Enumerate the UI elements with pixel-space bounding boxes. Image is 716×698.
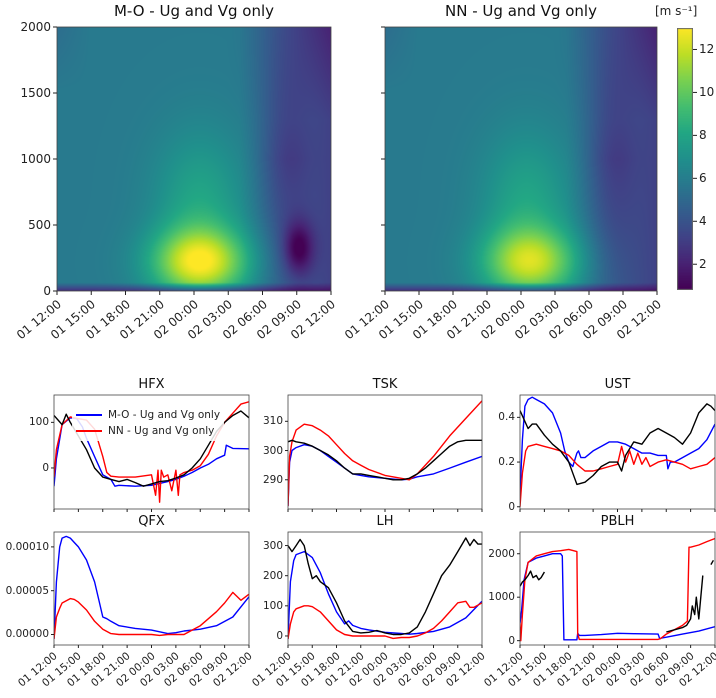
legend-swatch-blue: [76, 414, 102, 416]
legend-label-mo: M-O - Ug and Vg only: [108, 409, 221, 421]
heatmap-mo-title: M-O - Ug and Vg only: [113, 2, 275, 20]
heatmap-nn-title: NN - Ug and Vg only: [445, 2, 597, 20]
subplot-title: HFX: [138, 377, 165, 392]
series-line-nn: [288, 400, 482, 507]
colorbar-label: [m s⁻¹]: [655, 4, 698, 18]
plot-frame: [519, 531, 716, 646]
plot-frame: [287, 394, 483, 510]
subplot-title: LH: [376, 514, 394, 529]
subplot-ust: [517, 394, 716, 512]
y-tick-label: 0: [43, 284, 51, 298]
plot-frame: [287, 531, 483, 646]
legend-entry-mo: M-O - Ug and Vg only: [76, 407, 220, 423]
heatmap-nn: [385, 27, 657, 291]
plot-frame: [519, 394, 716, 510]
y-tick-label: 500: [28, 218, 51, 232]
hfx-legend: M-O - Ug and Vg only NN - Ug and Vg only: [72, 405, 225, 441]
series-line-observed: [288, 439, 482, 481]
colorbar-tick-label: 4: [699, 214, 707, 229]
y-tick-label: 0.00010: [5, 540, 49, 553]
y-tick-label: 290: [262, 473, 283, 486]
colorbar-tick-label: 2: [699, 257, 707, 272]
y-tick-label: 0.00005: [5, 584, 49, 597]
y-tick-label: 100: [28, 416, 49, 429]
subplot-title: PBLH: [600, 514, 635, 529]
y-tick-label: 1000: [20, 152, 51, 166]
y-tick-label: 0: [508, 500, 515, 513]
series-line-observed: [520, 559, 715, 633]
series-line-nn: [54, 591, 249, 639]
series-line-mo: [288, 550, 482, 640]
y-tick-label: 0.00000: [5, 628, 49, 641]
plot-frame: [53, 531, 250, 646]
y-tick-label: 300: [262, 444, 283, 457]
y-tick-label: 2000: [20, 20, 51, 34]
subplot-title: TSK: [372, 377, 398, 392]
colorbar-tick-label: 6: [699, 171, 707, 186]
y-tick-label: 0.2: [498, 456, 515, 469]
series-line-observed: [288, 537, 482, 636]
subplot-tsk: [285, 394, 483, 512]
y-tick-label: 0: [42, 461, 49, 474]
heatmap-mo: [57, 27, 331, 291]
series-line-nn: [520, 537, 715, 642]
subplot-qfx: [51, 531, 250, 648]
heatmap-axes: [53, 26, 697, 295]
series-line-nn: [520, 443, 715, 507]
y-tick-label: 0: [508, 634, 515, 647]
colorbar-tick-label: 12: [699, 42, 715, 57]
subplot-lh: [285, 531, 483, 648]
series-line-mo: [520, 553, 715, 641]
series-line-mo: [520, 396, 715, 496]
colorbar-tick-label: 10: [699, 85, 715, 100]
subplot-title: QFX: [138, 514, 165, 529]
y-tick-label: 0.4: [498, 411, 515, 424]
y-tick-label: 300: [262, 539, 283, 552]
colorbar: [677, 28, 693, 290]
y-tick-label: 0: [276, 629, 283, 642]
legend-entry-nn: NN - Ug and Vg only: [76, 423, 220, 439]
y-tick-label: 2000: [488, 547, 515, 560]
series-line-mo: [54, 535, 249, 639]
series-line-nn: [288, 600, 482, 640]
y-tick-label: 1500: [20, 86, 51, 100]
series-line-observed: [520, 403, 715, 486]
subplot-pblh: [517, 531, 716, 648]
colorbar-tick-label: 8: [699, 128, 707, 143]
y-tick-label: 200: [262, 569, 283, 582]
legend-swatch-red: [76, 430, 102, 432]
y-tick-label: 310: [262, 415, 283, 428]
y-tick-label: 100: [262, 599, 283, 612]
legend-label-nn: NN - Ug and Vg only: [108, 425, 215, 437]
y-tick-label: 1000: [488, 591, 515, 604]
subplot-title: UST: [604, 377, 631, 392]
